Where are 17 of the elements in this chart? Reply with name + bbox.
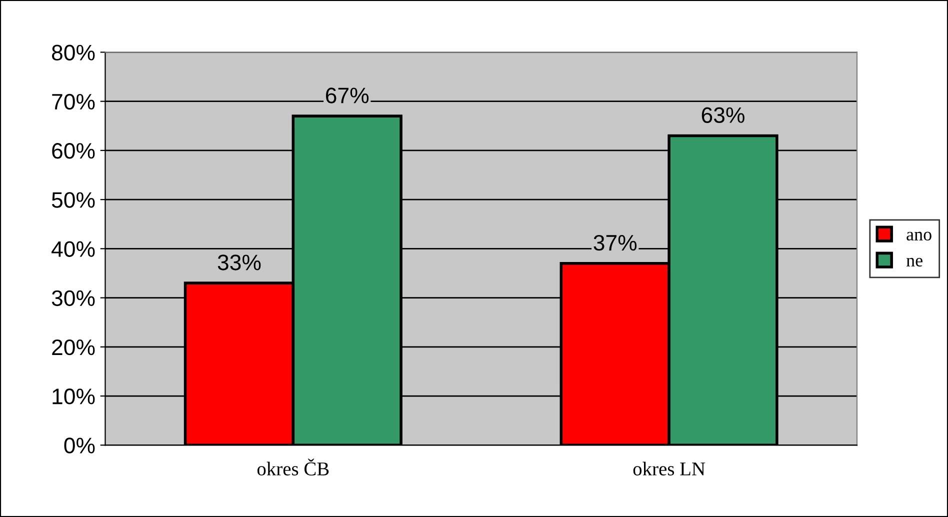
y-tick-label: 10% [52, 388, 95, 404]
data-label: 33% [218, 254, 261, 270]
y-tick-label: 0% [64, 438, 95, 454]
data-label: 67% [326, 88, 369, 104]
legend-label: ne [906, 258, 922, 267]
data-label: 63% [702, 107, 744, 123]
y-tick-label: 50% [52, 192, 95, 208]
y-tick-label: 30% [52, 290, 95, 306]
x-tick-label: okres ČB [257, 458, 329, 476]
y-tick-label: 40% [52, 241, 95, 257]
x-tick-label: okres LN [633, 462, 706, 476]
data-label: 37% [594, 234, 637, 251]
y-tick-label: 80% [52, 44, 95, 60]
legend-label: ano [906, 232, 932, 240]
y-tick-label: 60% [52, 142, 95, 159]
y-tick-label: 20% [52, 339, 95, 356]
y-tick-label: 70% [52, 94, 95, 110]
